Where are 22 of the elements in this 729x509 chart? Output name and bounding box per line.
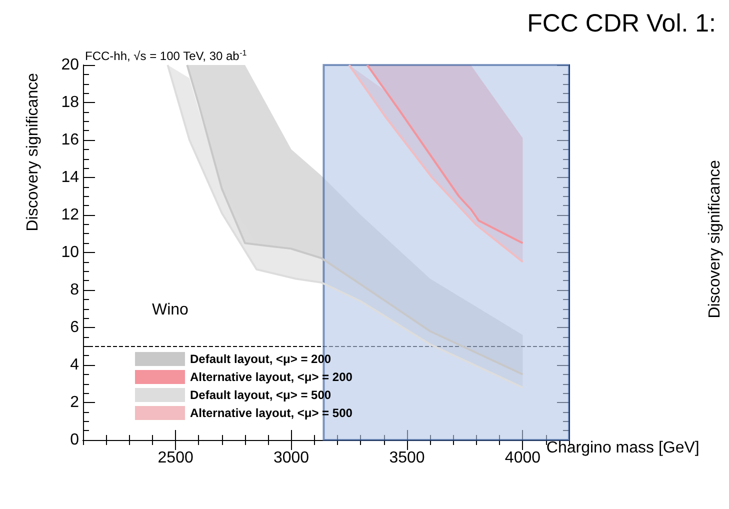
x-tick-label: 2500 <box>158 450 194 466</box>
y-tick-label: 4 <box>70 356 80 374</box>
y-tick-label: 0 <box>70 432 80 448</box>
y-tick-label: 10 <box>61 244 80 261</box>
y-tick-label: 12 <box>61 206 80 224</box>
x-tick-label: 3500 <box>389 450 425 466</box>
legend-label: Alternative layout, <μ> = 200 <box>190 370 353 384</box>
x-tick-label: 4000 <box>504 450 541 466</box>
legend-label: Alternative layout, <μ> = 500 <box>190 406 353 420</box>
text: Discovery significance <box>706 160 724 318</box>
y-tick-label: 20 <box>61 56 80 74</box>
y-tick-label: 6 <box>70 319 80 336</box>
y-tick-label: 18 <box>61 94 80 111</box>
x-tick-label: 3000 <box>273 450 310 466</box>
x-axis-title: Chargino mass [GeV] <box>546 440 700 456</box>
y-tick-label: 2 <box>70 394 80 411</box>
y-tick-label: 14 <box>61 169 80 186</box>
y-axis-title: Discovery significance <box>24 72 42 232</box>
y-tick-label: 8 <box>70 282 80 298</box>
text: FCC CDR Vol. 1: <box>527 10 716 38</box>
y-tick-label: 16 <box>61 132 80 148</box>
annotation: Wino <box>152 302 189 318</box>
